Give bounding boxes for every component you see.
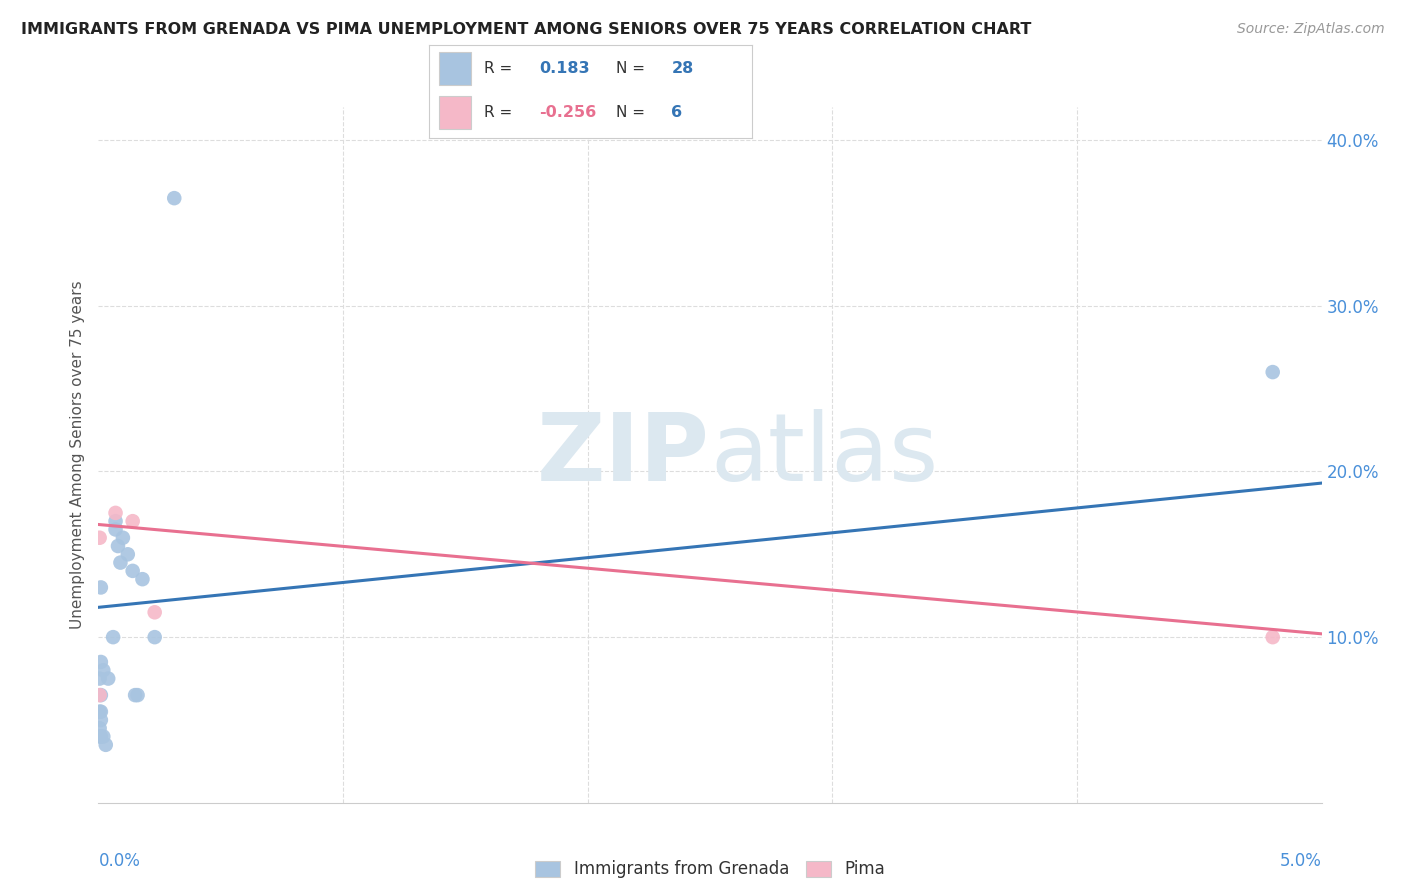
Text: R =: R =	[484, 105, 512, 120]
Bar	[439, 96, 471, 129]
Point	[89, 730, 111, 744]
Point	[107, 539, 129, 553]
Point	[143, 630, 166, 644]
Text: 0.0%: 0.0%	[98, 852, 141, 870]
Point	[143, 605, 166, 619]
Point	[101, 630, 124, 644]
Bar	[439, 52, 471, 85]
Text: 0.183: 0.183	[538, 61, 589, 76]
Point	[94, 738, 117, 752]
Point	[89, 672, 111, 686]
Point	[90, 730, 112, 744]
Point	[121, 514, 143, 528]
Point	[1261, 630, 1284, 644]
Y-axis label: Unemployment Among Seniors over 75 years: Unemployment Among Seniors over 75 years	[69, 281, 84, 629]
Text: N =: N =	[616, 105, 645, 120]
Text: atlas: atlas	[710, 409, 938, 501]
Point	[89, 721, 111, 735]
Text: R =: R =	[484, 61, 512, 76]
Point	[104, 506, 127, 520]
Point	[111, 531, 134, 545]
Point	[131, 572, 153, 586]
Point	[90, 688, 112, 702]
Text: N =: N =	[616, 61, 645, 76]
Point	[90, 713, 112, 727]
Point	[97, 672, 120, 686]
Point	[121, 564, 143, 578]
Legend: Immigrants from Grenada, Pima: Immigrants from Grenada, Pima	[529, 854, 891, 885]
Point	[89, 688, 111, 702]
Text: 28: 28	[672, 61, 693, 76]
Text: -0.256: -0.256	[538, 105, 596, 120]
Text: Source: ZipAtlas.com: Source: ZipAtlas.com	[1237, 22, 1385, 37]
Point	[91, 730, 114, 744]
Point	[91, 663, 114, 677]
Point	[110, 556, 132, 570]
Text: ZIP: ZIP	[537, 409, 710, 501]
Point	[90, 705, 112, 719]
Point	[117, 547, 139, 561]
Point	[89, 705, 111, 719]
Text: 6: 6	[672, 105, 682, 120]
Point	[1261, 365, 1284, 379]
Point	[127, 688, 149, 702]
Point	[90, 655, 112, 669]
Point	[104, 523, 127, 537]
Point	[104, 514, 127, 528]
Text: 5.0%: 5.0%	[1279, 852, 1322, 870]
Point	[90, 581, 112, 595]
Point	[163, 191, 186, 205]
Point	[89, 531, 111, 545]
Text: IMMIGRANTS FROM GRENADA VS PIMA UNEMPLOYMENT AMONG SENIORS OVER 75 YEARS CORRELA: IMMIGRANTS FROM GRENADA VS PIMA UNEMPLOY…	[21, 22, 1032, 37]
Point	[124, 688, 146, 702]
